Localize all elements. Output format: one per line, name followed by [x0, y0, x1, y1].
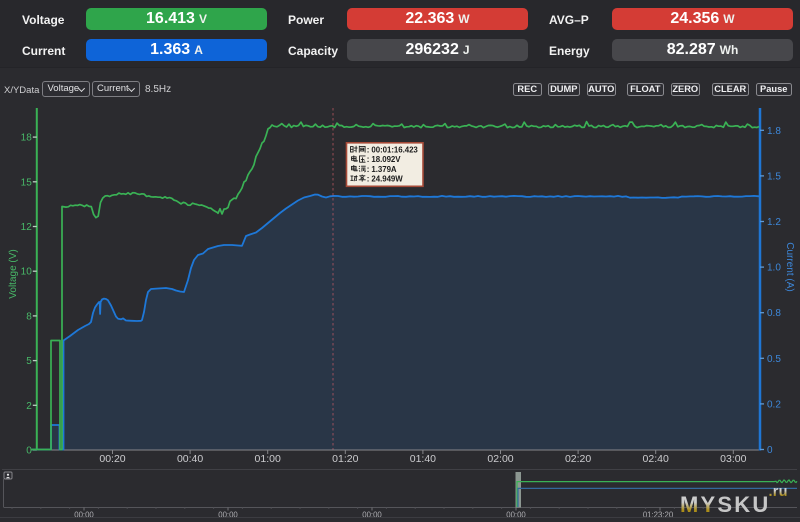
- svg-text:01:00: 01:00: [255, 453, 281, 465]
- svg-text:0: 0: [26, 446, 32, 457]
- svg-text:00:20: 00:20: [99, 453, 125, 465]
- svg-text:8: 8: [26, 311, 32, 322]
- svg-text:: 24.949W: : 24.949W: [367, 174, 404, 183]
- svg-text:0: 0: [767, 445, 773, 456]
- svg-text:0.8: 0.8: [767, 308, 781, 319]
- svg-text:1.0: 1.0: [767, 263, 781, 274]
- svg-text:0.2: 0.2: [767, 399, 781, 410]
- svg-text:: 00:01:16.423: : 00:01:16.423: [367, 146, 419, 155]
- svg-text:00:00: 00:00: [74, 511, 94, 520]
- svg-text:: 1.379A: : 1.379A: [367, 165, 397, 174]
- svg-text:12: 12: [21, 222, 33, 233]
- svg-text:5: 5: [26, 356, 32, 367]
- svg-text:02:20: 02:20: [565, 453, 591, 465]
- svg-text:Voltage (V): Voltage (V): [8, 249, 19, 298]
- svg-text:Current (A): Current (A): [784, 242, 795, 291]
- svg-text:00:40: 00:40: [177, 453, 203, 465]
- svg-text:0.5: 0.5: [767, 354, 781, 365]
- svg-text:1.8: 1.8: [767, 126, 781, 137]
- svg-text:02:00: 02:00: [487, 453, 513, 465]
- svg-text:1.2: 1.2: [767, 217, 781, 228]
- svg-text:01:40: 01:40: [410, 453, 436, 465]
- svg-text:18: 18: [21, 133, 33, 144]
- svg-text:03:00: 03:00: [720, 453, 746, 465]
- svg-text:: 18.092V: : 18.092V: [367, 155, 402, 164]
- svg-text:01:20: 01:20: [332, 453, 358, 465]
- svg-text:01:23:20: 01:23:20: [643, 511, 674, 520]
- svg-text:10: 10: [21, 267, 33, 278]
- svg-text:00:00: 00:00: [506, 511, 526, 520]
- svg-text:15: 15: [21, 177, 33, 188]
- svg-text:00:00: 00:00: [362, 511, 382, 520]
- svg-text:2: 2: [26, 401, 32, 412]
- svg-text:1.5: 1.5: [767, 171, 781, 182]
- svg-text:02:40: 02:40: [643, 453, 669, 465]
- svg-text:00:00: 00:00: [218, 511, 238, 520]
